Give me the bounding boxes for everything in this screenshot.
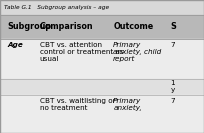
Text: Primary
anxiety, child
report: Primary anxiety, child report (113, 42, 162, 62)
Text: Age: Age (7, 42, 23, 48)
Text: Primary
anxiety,: Primary anxiety, (113, 98, 142, 111)
Text: Comparison: Comparison (40, 22, 93, 31)
Bar (0, 79, 204, 95)
Text: 7: 7 (170, 98, 175, 104)
Text: Outcome: Outcome (113, 22, 153, 31)
Bar (0, 0, 204, 15)
Bar (0, 39, 204, 79)
Text: 1
y: 1 y (170, 80, 175, 93)
Text: CBT vs. waitlisting or
no treatment: CBT vs. waitlisting or no treatment (40, 98, 115, 111)
Bar (0, 95, 204, 133)
Text: S: S (170, 22, 176, 31)
Text: Table G.1   Subgroup analysis – age: Table G.1 Subgroup analysis – age (4, 5, 109, 10)
Text: 7: 7 (170, 42, 175, 48)
Text: CBT vs. attention
control or treatment as
usual: CBT vs. attention control or treatment a… (40, 42, 123, 62)
Bar (0, 15, 204, 39)
Text: Subgroup: Subgroup (7, 22, 51, 31)
